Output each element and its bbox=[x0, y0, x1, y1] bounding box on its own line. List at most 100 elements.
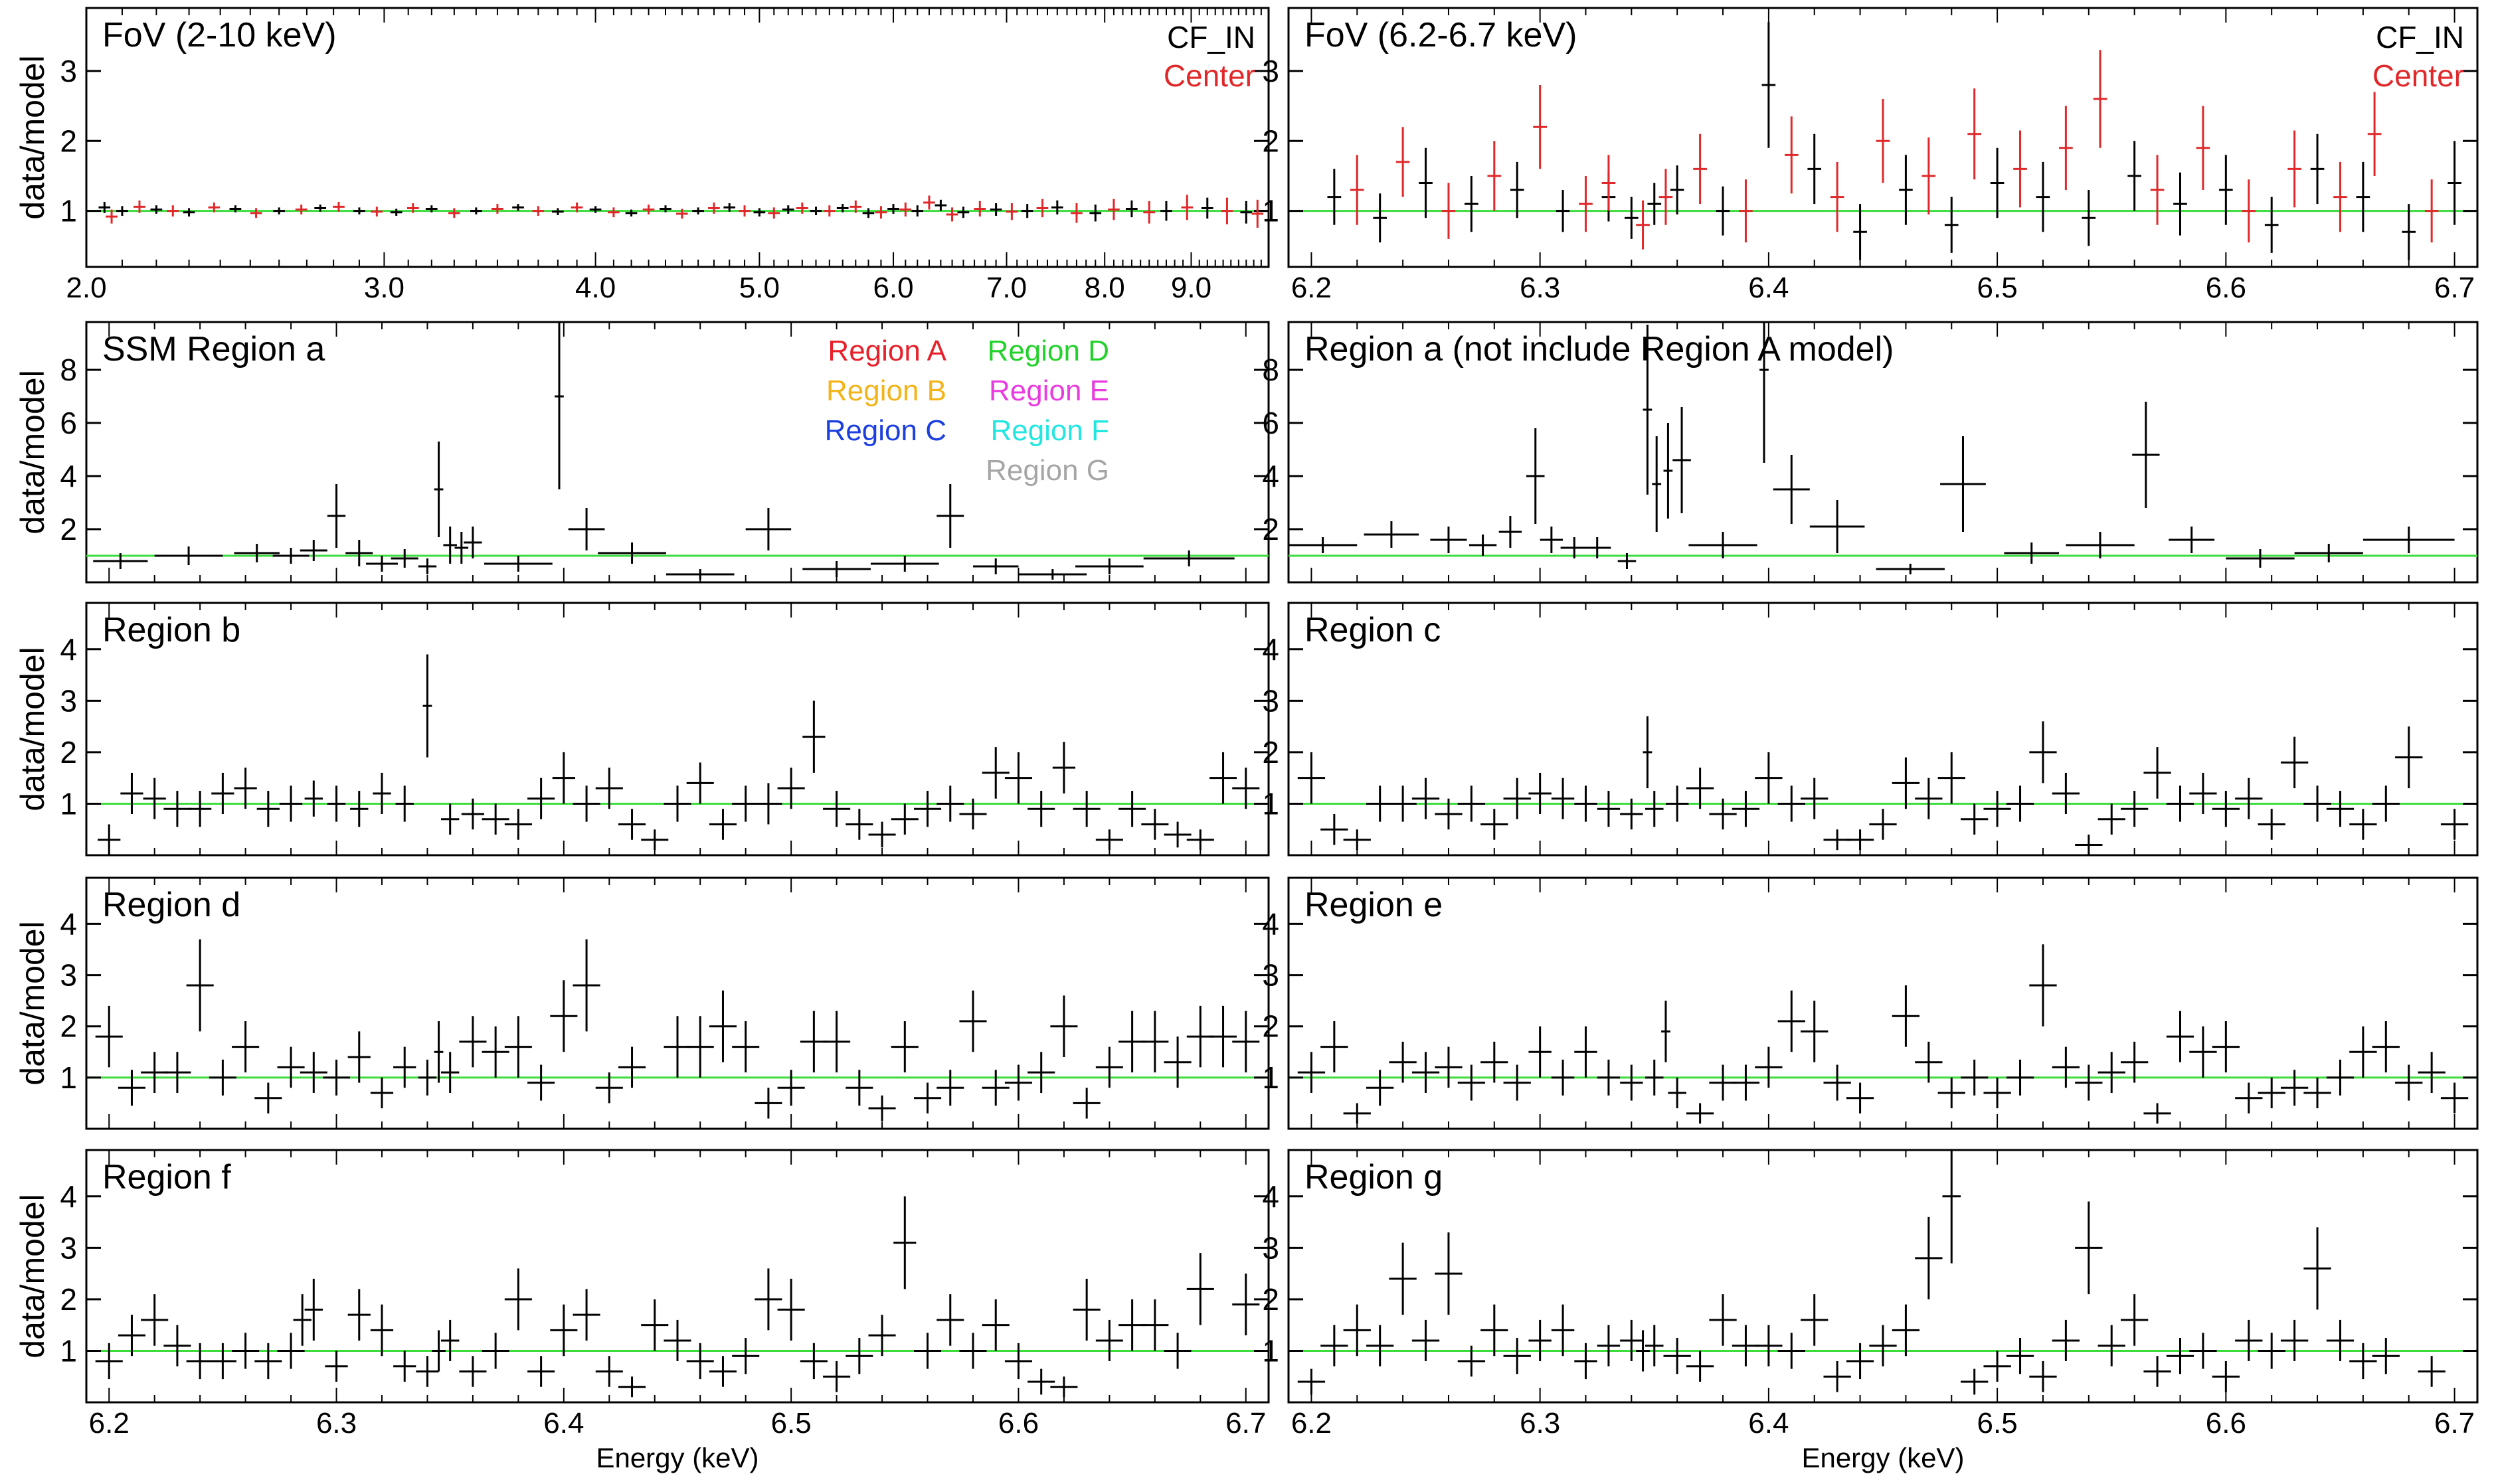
data-point bbox=[482, 803, 509, 835]
data-point bbox=[98, 201, 111, 213]
data-point bbox=[2303, 1227, 2331, 1310]
y-tick-label: 6 bbox=[1262, 406, 1279, 440]
data-point bbox=[1652, 436, 1662, 532]
legend-entry-region: Region B bbox=[826, 374, 946, 407]
y-tick-label: 1 bbox=[1262, 1060, 1279, 1095]
y-tick-label: 4 bbox=[60, 459, 77, 493]
data-point bbox=[1755, 752, 1783, 804]
data-point bbox=[1739, 179, 1753, 243]
data-point bbox=[573, 1289, 600, 1341]
data-point bbox=[641, 1299, 669, 1351]
data-point bbox=[1528, 772, 1552, 814]
data-point bbox=[1686, 768, 1714, 809]
y-tick-label: 1 bbox=[1262, 786, 1279, 821]
data-point bbox=[1636, 1330, 1650, 1372]
data-point bbox=[209, 1059, 236, 1096]
data-point bbox=[232, 1333, 260, 1369]
data-point bbox=[1050, 1376, 1078, 1398]
data-point bbox=[1480, 1304, 1508, 1357]
data-point bbox=[1435, 1046, 1463, 1088]
data-point bbox=[1551, 1304, 1575, 1357]
region-c-panel: 1 2 3 4 Region c bbox=[1262, 602, 2479, 857]
data-point bbox=[1846, 1343, 1874, 1380]
x-axis-label: Energy (keV) bbox=[1801, 1442, 1964, 1473]
legend-entry-region: Region C bbox=[825, 414, 946, 447]
data-point bbox=[1389, 1041, 1417, 1083]
data-point bbox=[277, 1046, 305, 1088]
data-point bbox=[416, 1356, 439, 1387]
data-point bbox=[250, 208, 262, 218]
data-point bbox=[2166, 785, 2194, 822]
x-tick-label: 6.2 bbox=[1291, 1407, 1332, 1440]
data-point bbox=[1807, 133, 1822, 205]
data-point bbox=[353, 207, 365, 214]
legend-entry-cf-in: CF_IN bbox=[1167, 20, 1255, 54]
data-point bbox=[2143, 1356, 2171, 1387]
fov-wide-panel: 1 2 3 2.0 3.0 4.0 5.0 6.0 7.0 8.0 9.0 FoV (2-10 keV… bbox=[60, 7, 1270, 304]
data-point bbox=[1441, 183, 1456, 239]
data-point bbox=[1480, 1041, 1508, 1083]
data-point bbox=[1143, 201, 1156, 224]
data-point bbox=[163, 1325, 191, 1366]
panel-title: Region f bbox=[102, 1158, 231, 1196]
data-point bbox=[1232, 768, 1260, 809]
data-point bbox=[532, 206, 545, 216]
data-point bbox=[1343, 1304, 1371, 1357]
data-point bbox=[2235, 1082, 2263, 1113]
data-point bbox=[849, 200, 862, 213]
data-point bbox=[2121, 791, 2149, 827]
data-point bbox=[1160, 201, 1172, 221]
data-point bbox=[459, 1016, 487, 1068]
data-point bbox=[1186, 1253, 1214, 1325]
data-point bbox=[1232, 1011, 1260, 1073]
data-point bbox=[982, 747, 1010, 799]
data-point bbox=[1126, 200, 1138, 218]
data-point bbox=[1801, 1294, 1828, 1346]
data-point bbox=[732, 785, 760, 822]
data-point bbox=[327, 785, 346, 822]
data-point bbox=[277, 1333, 305, 1369]
fov-fe-frame bbox=[1287, 7, 2479, 268]
data-point bbox=[2212, 1360, 2240, 1392]
data-point bbox=[708, 203, 720, 214]
legend-entry-region: Region A bbox=[828, 335, 946, 367]
data-point bbox=[1027, 1368, 1055, 1395]
data-point bbox=[1645, 791, 1664, 827]
x-tick-label: 6.3 bbox=[316, 1407, 357, 1440]
data-point bbox=[1665, 785, 1689, 822]
data-point bbox=[568, 508, 605, 550]
data-point bbox=[2166, 1011, 2194, 1062]
data-point bbox=[1668, 1077, 1686, 1109]
data-point bbox=[1853, 204, 1867, 260]
data-point bbox=[1327, 169, 1342, 225]
panel-title: FoV (2-10 keV) bbox=[102, 16, 337, 54]
data-point bbox=[279, 785, 303, 822]
data-point bbox=[2127, 141, 2141, 211]
region-b-panel: 1 2 3 4 Region b bbox=[60, 602, 1270, 857]
data-point bbox=[154, 546, 223, 565]
data-point bbox=[211, 772, 234, 814]
data-point bbox=[2280, 1319, 2309, 1361]
region-g-panel: 1 2 3 4 6.2 6.3 6.4 6.5 6.6 6.7 Region g bbox=[1262, 1149, 2479, 1440]
data-point bbox=[482, 1333, 509, 1369]
data-point bbox=[1942, 1150, 1961, 1264]
data-point bbox=[504, 809, 532, 840]
data-point bbox=[846, 1338, 873, 1374]
data-point bbox=[664, 785, 691, 822]
data-point bbox=[686, 1343, 714, 1380]
data-point bbox=[1075, 558, 1144, 574]
y-tick-label: 6 bbox=[60, 406, 77, 440]
data-point bbox=[2280, 1070, 2309, 1106]
data-point bbox=[973, 558, 1019, 574]
data-point bbox=[686, 762, 714, 804]
region-e-panel: 1 2 3 4 Region e bbox=[1262, 876, 2479, 1130]
data-point bbox=[1761, 22, 1776, 148]
data-point bbox=[441, 803, 460, 835]
data-point bbox=[1551, 778, 1575, 819]
data-point bbox=[1823, 1360, 1851, 1392]
data-point bbox=[1018, 569, 1087, 580]
data-point bbox=[1289, 537, 1358, 553]
data-point bbox=[1411, 1319, 1440, 1361]
data-point bbox=[823, 791, 851, 827]
x-tick-label: 2.0 bbox=[66, 272, 106, 304]
